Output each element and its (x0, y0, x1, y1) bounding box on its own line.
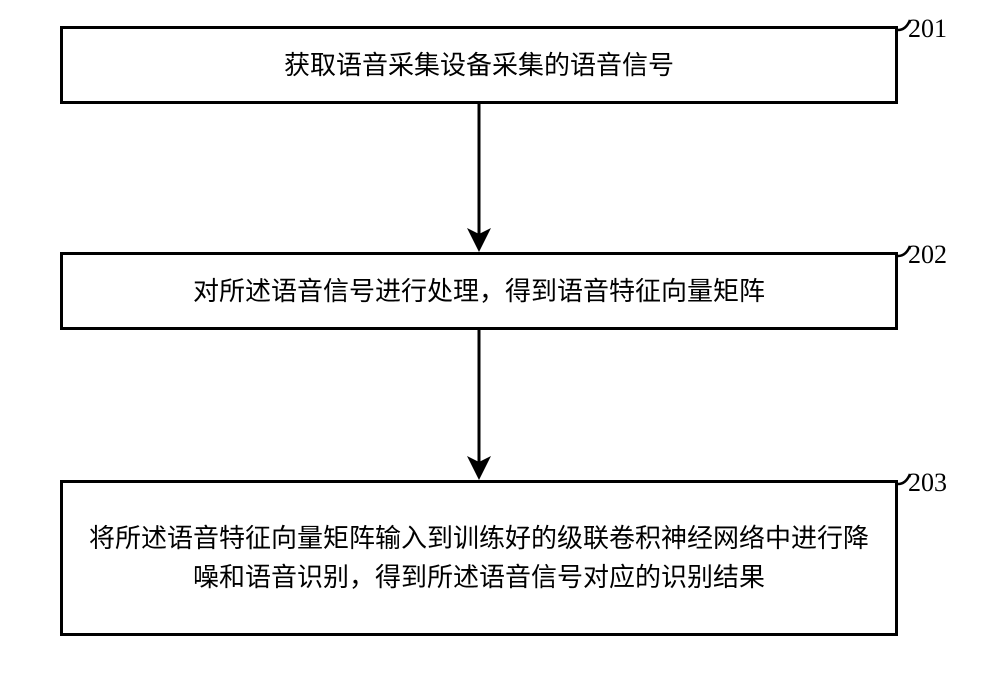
flow-node-ref-203: 203 (908, 468, 947, 498)
flow-node-202: 对所述语音信号进行处理，得到语音特征向量矩阵 (60, 252, 898, 330)
flow-node-text: 对所述语音信号进行处理，得到语音特征向量矩阵 (193, 272, 765, 311)
flow-node-ref-202: 202 (908, 240, 947, 270)
flow-node-text: 将所述语音特征向量矩阵输入到训练好的级联卷积神经网络中进行降噪和语音识别，得到所… (83, 519, 875, 597)
flow-node-201: 获取语音采集设备采集的语音信号 (60, 26, 898, 104)
flow-node-203: 将所述语音特征向量矩阵输入到训练好的级联卷积神经网络中进行降噪和语音识别，得到所… (60, 480, 898, 636)
flow-node-text: 获取语音采集设备采集的语音信号 (284, 46, 674, 85)
flowchart-canvas: 获取语音采集设备采集的语音信号 201 对所述语音信号进行处理，得到语音特征向量… (0, 0, 1000, 687)
flow-node-ref-201: 201 (908, 14, 947, 44)
